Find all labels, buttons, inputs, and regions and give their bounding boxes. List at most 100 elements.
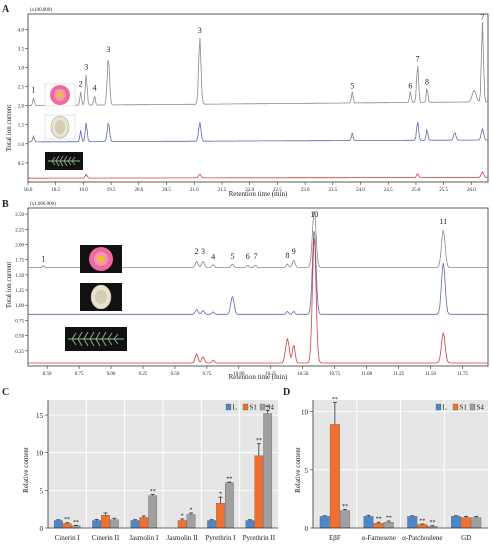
- peak-label: 5: [350, 81, 354, 90]
- significance-mark: **: [265, 405, 271, 411]
- bar-L: [407, 516, 418, 529]
- bar-S4: [471, 517, 482, 529]
- bar-L: [451, 516, 461, 529]
- peak-label: 6: [408, 81, 412, 90]
- y-tick-label: 0.25: [15, 350, 24, 355]
- legend-label-S1: S1: [460, 404, 468, 412]
- legend-swatch-S1: [242, 403, 249, 411]
- significance-mark: *: [181, 513, 184, 519]
- panel-a-x-ticks: 18.0 18.5 19.0 19.5 20.0 20.5 21.0 21.5 22.0 22.5…: [24, 182, 476, 193]
- panel-b-x-ticks: 8.50 8.75 9.00 9.25 9.50 9.75 10.00 10.25 10.50 1…: [43, 366, 468, 377]
- legend-swatch-L: [435, 403, 442, 411]
- bar-S4: [224, 482, 234, 529]
- panel-b-y-ticks: 0.25 0.50 0.75 1.00 1.25 1.50 1.75 2.00 2.25 2.50: [15, 213, 28, 355]
- y-tick-label: 1.00: [15, 304, 24, 309]
- bar-S4: [383, 522, 394, 529]
- category-label: Jasmolin I: [129, 534, 159, 542]
- category-label: Pyrethrin I: [205, 534, 236, 542]
- legend-label-S4: S4: [267, 404, 275, 412]
- bar-L: [207, 520, 217, 529]
- bar-S1: [329, 424, 340, 529]
- category-label: Pyrethrin II: [243, 534, 276, 542]
- significance-mark: **: [386, 516, 392, 522]
- y-tick-label: 0: [305, 525, 309, 533]
- y-tick-label: 1.50: [15, 274, 24, 279]
- y-tick-label: 15: [36, 412, 44, 420]
- y-tick-label: 0.5: [18, 162, 25, 167]
- panel-d-plot: 0 5 10 ** ** EβF ** ** α-Farnesene ** ** α-Patchoul…: [301, 397, 488, 542]
- panel-d-letter: D: [283, 387, 290, 398]
- x-tick-label: 11.00: [361, 372, 373, 377]
- flower-image: [80, 245, 122, 273]
- x-tick-label: 21.5: [218, 188, 227, 193]
- seed-head-image: [80, 283, 122, 311]
- legend-label-L: L: [443, 404, 447, 412]
- bar-S1: [461, 517, 472, 529]
- y-tick-label: 10: [36, 450, 44, 458]
- peak-label: 4: [211, 253, 215, 262]
- bar-S4: [263, 413, 273, 529]
- leaf-image: [65, 327, 127, 351]
- legend-label-L: L: [233, 404, 237, 412]
- y-tick-label: 3.5: [18, 47, 25, 52]
- x-tick-label: 24.5: [384, 188, 393, 193]
- significance-mark: *: [190, 507, 193, 513]
- peak-label: 4: [93, 83, 97, 92]
- x-tick-label: 10.50: [297, 372, 309, 377]
- x-tick-label: 9.75: [203, 372, 212, 377]
- panel-a-letter: A: [2, 4, 10, 15]
- peak-label: 10: [310, 210, 318, 219]
- significance-mark: **: [419, 518, 425, 524]
- x-tick-label: 10.00: [233, 372, 245, 377]
- panel-a: A (x100,000) Total ion current 0.5 1.0 1.5…: [2, 4, 489, 198]
- panel-b-scale: (x1,000,000): [30, 202, 56, 207]
- bar-S1: [373, 523, 384, 529]
- y-tick-label: 2.0: [18, 105, 25, 110]
- peak-label: 3: [198, 26, 202, 35]
- y-tick-label: 1.25: [15, 289, 24, 294]
- y-tick-label: 2.00: [15, 243, 24, 248]
- x-tick-label: 23.5: [328, 188, 337, 193]
- significance-mark: **: [332, 397, 338, 403]
- x-tick-label: 26.0: [467, 188, 476, 193]
- bar-S1: [62, 523, 72, 529]
- significance-mark: **: [226, 477, 232, 483]
- panel-b-frame: [27, 207, 489, 367]
- peak-label: 1: [41, 254, 45, 263]
- peak-label: 7: [253, 252, 257, 261]
- trace-leaf: [28, 237, 488, 364]
- significance-mark: **: [376, 517, 382, 523]
- x-tick-label: 18.5: [51, 188, 60, 193]
- y-tick-label: 4.0: [18, 28, 25, 33]
- x-tick-label: 9.50: [171, 372, 180, 377]
- peak-label: 8: [425, 78, 429, 87]
- x-tick-label: 25.0: [412, 188, 421, 193]
- bar-L: [363, 516, 374, 529]
- peak-label: 3: [84, 62, 88, 71]
- x-tick-label: 19.0: [79, 188, 88, 193]
- significance-mark: **: [64, 517, 70, 523]
- peak-label: 6: [246, 252, 250, 261]
- category-label: α-Patchoulene: [402, 534, 442, 542]
- bar-S4: [148, 495, 158, 529]
- panel-a-y-ticks: 0.5 1.0 1.5 2.0 2.5 3.0 3.5 4.0: [18, 28, 28, 167]
- bar-S1: [101, 515, 110, 529]
- panel-d: D Relative content 0 5 10 ** ** EβF ** ** α-Farn…: [283, 387, 488, 542]
- panel-a-frame: [27, 13, 489, 183]
- bar-S1: [417, 524, 428, 529]
- peak-label: 2: [79, 80, 83, 89]
- y-tick-label: 1.5: [18, 124, 25, 129]
- x-tick-label: 25.5: [439, 188, 448, 193]
- bar-L: [92, 520, 102, 529]
- bar-S1: [216, 503, 225, 529]
- significance-mark: *: [219, 492, 222, 498]
- panel-c-letter: C: [2, 387, 9, 398]
- bar-S1: [139, 517, 149, 529]
- peak-label: 5: [230, 252, 234, 261]
- x-tick-label: 22.5: [273, 188, 282, 193]
- panel-a-xlabel: Retention time (min): [229, 190, 288, 198]
- peak-label: 9: [292, 247, 296, 256]
